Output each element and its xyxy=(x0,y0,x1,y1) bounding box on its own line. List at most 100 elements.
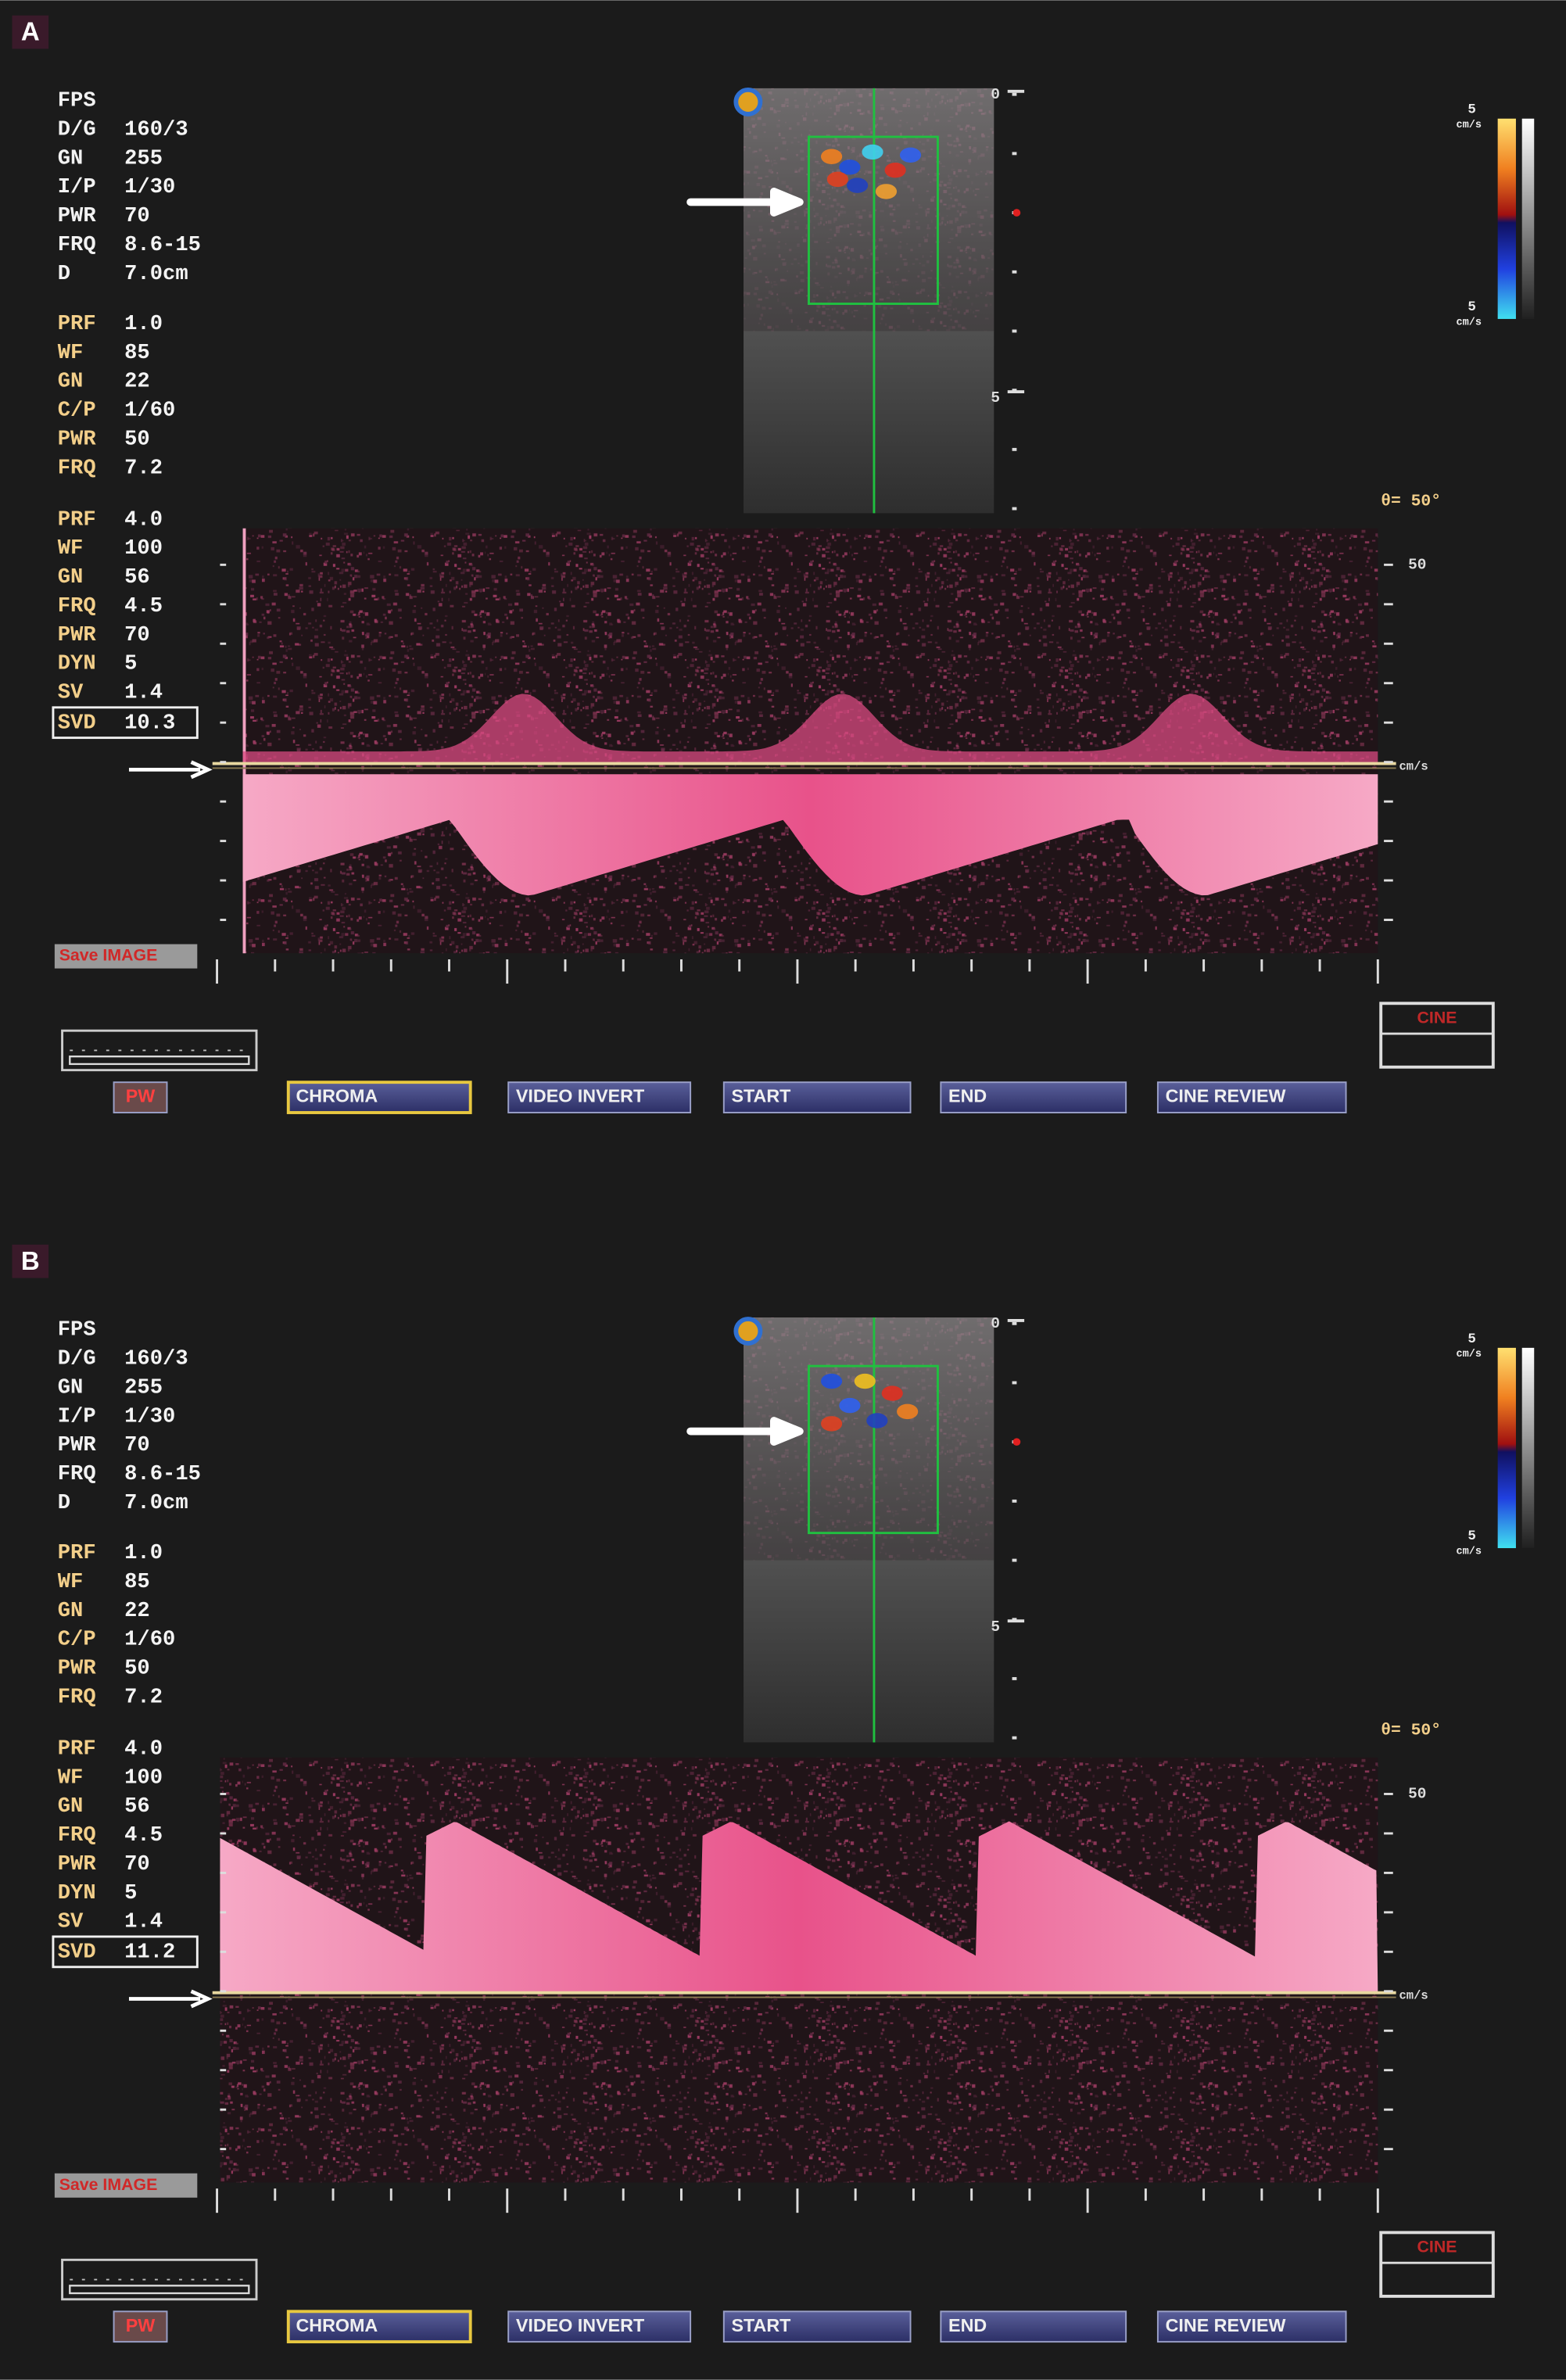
param-value: 1.4 xyxy=(124,681,163,705)
svd-key: SVD xyxy=(58,711,96,735)
param-key: WF xyxy=(58,1570,84,1594)
depth-label: 5 xyxy=(991,389,1000,407)
probe-icon xyxy=(736,1319,760,1343)
cine-label: CINE xyxy=(1417,1008,1457,1027)
color-scale-bottom: 5 xyxy=(1467,1529,1475,1544)
color-bar xyxy=(1498,1348,1516,1548)
color-scale-top: 5 xyxy=(1467,102,1475,118)
param-key: FRQ xyxy=(58,594,96,618)
button-label[interactable]: CHROMA xyxy=(296,2315,378,2335)
velocity-unit: cm/s xyxy=(1399,760,1428,774)
param-value: 1/30 xyxy=(124,1404,175,1428)
button-label[interactable]: CINE REVIEW xyxy=(1166,1086,1286,1106)
button-label[interactable]: START xyxy=(732,2315,791,2335)
save-image[interactable]: Save IMAGE xyxy=(59,2175,158,2194)
color-flow xyxy=(827,172,848,187)
color-bar xyxy=(1498,119,1516,319)
param-key: DYN xyxy=(58,1881,96,1905)
depth-tick xyxy=(1012,448,1017,451)
param-value: 22 xyxy=(124,1599,150,1623)
param-value: 160/3 xyxy=(124,117,188,142)
depth-tick xyxy=(1012,1677,1017,1680)
param-value: 7.0cm xyxy=(124,1491,188,1515)
screenshot: AFPSD/G160/3GN255I/P1/30PWR70FRQ8.6-15D7… xyxy=(0,0,1566,2380)
param-value: 1.0 xyxy=(124,1541,163,1565)
param-value: 56 xyxy=(124,565,150,590)
param-value: 255 xyxy=(124,146,163,170)
param-key: D/G xyxy=(58,117,96,142)
param-key: PWR xyxy=(58,1433,97,1457)
button-label[interactable]: END xyxy=(948,1086,987,1106)
param-value: 100 xyxy=(124,1765,163,1790)
angle: θ= 50° xyxy=(1381,1722,1441,1740)
param-key: C/P xyxy=(58,399,96,423)
param-key: PWR xyxy=(58,427,97,451)
param-value: 50 xyxy=(124,1657,150,1681)
param-value: 1/60 xyxy=(124,1628,175,1652)
color-flow xyxy=(839,160,860,174)
param-value: 85 xyxy=(124,341,150,365)
color-flow xyxy=(862,145,883,160)
depth-tick xyxy=(1012,507,1017,511)
depth-label: 0 xyxy=(991,86,1000,103)
param-value: 160/3 xyxy=(124,1347,188,1371)
param-value: 85 xyxy=(124,1570,150,1594)
param-value: 7.0cm xyxy=(124,262,188,286)
button-label[interactable]: VIDEO INVERT xyxy=(516,1086,644,1106)
button-label[interactable]: PW xyxy=(126,1086,156,1106)
param-key: GN xyxy=(58,146,84,170)
param-key: PWR xyxy=(58,204,97,228)
param-key: WF xyxy=(58,1765,84,1790)
depth-tick xyxy=(1012,1322,1017,1325)
probe-icon xyxy=(736,90,760,114)
param-key: FRQ xyxy=(58,233,96,257)
color-flow xyxy=(847,177,868,192)
param-value: 70 xyxy=(124,1852,150,1876)
param-key: D xyxy=(58,1491,70,1515)
param-key: PRF xyxy=(58,312,96,336)
button-label[interactable]: VIDEO INVERT xyxy=(516,2315,644,2335)
param-value: 100 xyxy=(124,536,163,561)
param-key: PRF xyxy=(58,1541,96,1565)
color-scale-bottom-unit: cm/s xyxy=(1456,317,1482,328)
button-label[interactable]: CINE REVIEW xyxy=(1166,2315,1286,2335)
param-key: PRF xyxy=(58,507,96,532)
save-image[interactable]: Save IMAGE xyxy=(59,946,158,965)
button-label[interactable]: CHROMA xyxy=(296,1086,378,1106)
param-value: 7.2 xyxy=(124,456,163,480)
param-key: I/P xyxy=(58,175,96,199)
velocity-mark: 50 xyxy=(1408,1786,1426,1803)
param-value: 1.4 xyxy=(124,1910,163,1934)
param-key: SV xyxy=(58,681,84,705)
panel-label: B xyxy=(21,1246,40,1275)
color-flow xyxy=(866,1413,887,1428)
param-key: PWR xyxy=(58,1852,97,1876)
page: AFPSD/G160/3GN255I/P1/30PWR70FRQ8.6-15D7… xyxy=(0,0,1566,2380)
param-key: GN xyxy=(58,1794,84,1819)
color-flow xyxy=(839,1398,860,1413)
param-value: 4.0 xyxy=(124,507,163,532)
depth-tick xyxy=(1012,93,1017,96)
color-flow xyxy=(821,1374,842,1389)
depth-tick xyxy=(1012,330,1017,333)
velocity-unit: cm/s xyxy=(1399,1989,1428,2003)
color-flow xyxy=(900,148,921,163)
param-value: 4.5 xyxy=(124,594,163,618)
depth-label: 5 xyxy=(991,1618,1000,1636)
param-key: I/P xyxy=(58,1404,96,1428)
button-label[interactable]: START xyxy=(732,1086,791,1106)
svd-value: 10.3 xyxy=(124,711,175,735)
focus-marker xyxy=(1013,209,1021,217)
color-flow xyxy=(821,149,842,164)
param-key: FRQ xyxy=(58,1823,96,1848)
button-label[interactable]: PW xyxy=(126,2315,156,2335)
velocity-mark: 50 xyxy=(1408,556,1426,573)
param-key: WF xyxy=(58,341,84,365)
button-label[interactable]: END xyxy=(948,2315,987,2335)
param-key: C/P xyxy=(58,1628,96,1652)
param-value: 70 xyxy=(124,1433,150,1457)
cine-label: CINE xyxy=(1417,2237,1457,2256)
param-key: PRF xyxy=(58,1737,96,1761)
param-key: FPS xyxy=(58,1318,96,1342)
color-flow xyxy=(897,1404,918,1419)
